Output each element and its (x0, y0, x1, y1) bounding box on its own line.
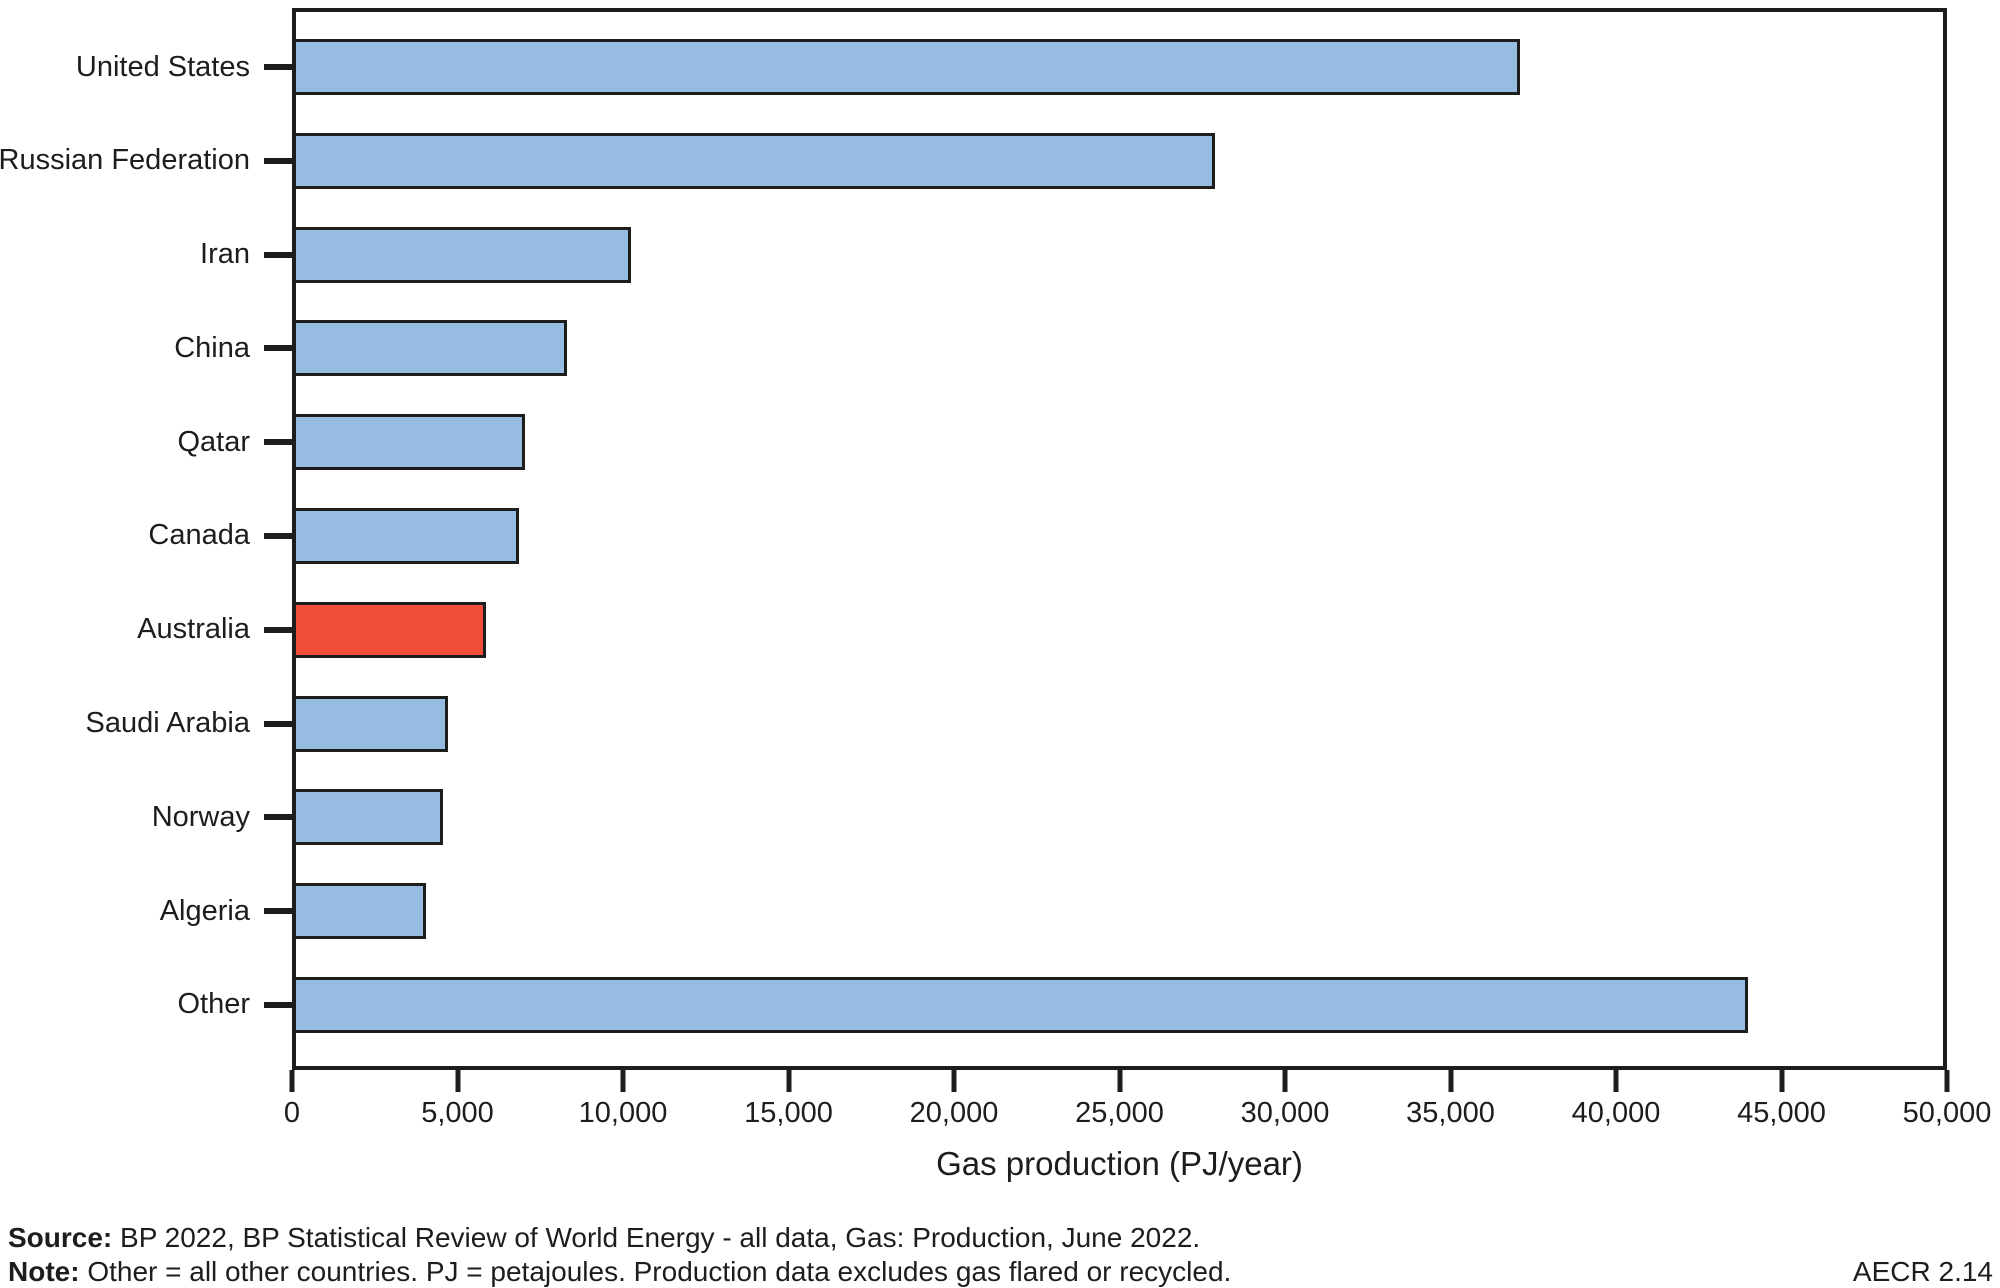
category-label-russian-federation: Russian Federation (0, 144, 250, 177)
x-tick-label-5-000: 5,000 (421, 1097, 494, 1129)
category-label-cell: Canada (0, 508, 292, 564)
category-label-cell: Qatar (0, 414, 292, 470)
category-label-united-states: United States (75, 50, 250, 83)
bar-united-states (292, 39, 1520, 95)
category-label-cell: Norway (0, 789, 292, 845)
y-tick-dash (264, 814, 292, 821)
x-tick-mark (786, 1070, 791, 1092)
x-tick-mark (455, 1070, 460, 1092)
category-label-australia: Australia (137, 613, 250, 646)
bar-row-china: China (0, 320, 1947, 377)
category-label-saudi-arabia: Saudi Arabia (85, 707, 250, 740)
x-tick-label-35-000: 35,000 (1406, 1097, 1495, 1129)
y-tick-dash (264, 345, 292, 352)
x-tick-mark (1448, 1070, 1453, 1092)
bar-rows-container: United States Russian Federation Iran China… (0, 8, 1947, 1070)
bar-row-norway: Norway (0, 789, 1947, 846)
bar-australia (292, 601, 486, 658)
bar-china (292, 320, 567, 377)
bar-iran (292, 226, 631, 283)
x-axis-title: Gas production (PJ/year) (936, 1145, 1303, 1182)
x-tick-label-15-000: 15,000 (744, 1097, 833, 1129)
y-tick-dash (264, 532, 292, 539)
x-tick-label-25-000: 25,000 (1075, 1097, 1164, 1129)
bar-russian-federation (292, 132, 1215, 189)
category-label-iran: Iran (200, 238, 250, 271)
y-tick-dash (264, 1001, 292, 1008)
x-tick-label-40-000: 40,000 (1571, 1097, 1661, 1129)
category-label-cell: China (0, 320, 292, 376)
source-line: Source: BP 2022, BP Statistical Review o… (8, 1222, 1200, 1254)
x-tick-mark (1117, 1070, 1122, 1092)
x-tick-mark (1779, 1070, 1784, 1092)
category-label-china: China (174, 331, 250, 364)
bar-row-russian-federation: Russian Federation (0, 132, 1947, 189)
category-label-cell: Other (0, 977, 292, 1033)
bar-qatar (292, 414, 525, 471)
x-tick-label-30-000: 30,000 (1240, 1097, 1330, 1129)
bar-algeria (292, 883, 426, 940)
bar-row-united-states: United States (0, 39, 1947, 95)
bar-row-saudi-arabia: Saudi Arabia (0, 695, 1947, 752)
note-label: Note: (8, 1256, 80, 1287)
note-line: Note: Other = all other countries. PJ = … (8, 1256, 1231, 1288)
bar-row-iran: Iran (0, 226, 1947, 283)
category-label-qatar: Qatar (177, 425, 250, 458)
x-tick-mark (1613, 1070, 1619, 1092)
bar-row-other: Other (0, 976, 1947, 1033)
y-tick-dash (264, 64, 292, 70)
x-tick-label-45-000: 45,000 (1737, 1097, 1826, 1129)
bar-row-australia: Australia (0, 601, 1947, 658)
figure-reference: AECR 2.14 (1852, 1256, 1993, 1287)
bar-saudi-arabia (292, 695, 448, 752)
x-tick-mark (1944, 1070, 1950, 1092)
category-label-cell: Australia (0, 602, 292, 658)
category-label-norway: Norway (151, 800, 250, 833)
category-label-cell: Russian Federation (0, 133, 292, 189)
x-tick-mark (289, 1070, 295, 1092)
bar-norway (292, 789, 443, 846)
x-tick-mark (1282, 1070, 1288, 1092)
bar-canada (292, 507, 519, 564)
y-tick-dash (264, 908, 292, 915)
x-tick-mark (951, 1070, 957, 1092)
category-label-algeria: Algeria (159, 894, 250, 927)
bar-row-canada: Canada (0, 507, 1947, 564)
category-label-cell: Saudi Arabia (0, 696, 292, 752)
y-tick-dash (264, 720, 292, 727)
y-tick-dash (264, 439, 292, 446)
category-label-other: Other (177, 988, 250, 1021)
x-tick-mark (620, 1070, 626, 1092)
bar-row-qatar: Qatar (0, 414, 1947, 471)
bar-row-algeria: Algeria (0, 883, 1947, 940)
x-tick-label-0: 0 (283, 1097, 301, 1129)
x-tick-label-20-000: 20,000 (909, 1097, 999, 1129)
x-axis-ticks (289, 1070, 1950, 1092)
x-tick-label-10-000: 10,000 (578, 1097, 668, 1129)
category-label-cell: Iran (0, 227, 292, 283)
source-label: Source: (8, 1222, 113, 1253)
y-tick-dash (264, 157, 292, 164)
category-label-cell: United States (0, 39, 292, 95)
x-tick-label-50-000: 50,000 (1902, 1097, 1992, 1129)
category-label-canada: Canada (148, 519, 250, 552)
y-tick-dash (264, 251, 292, 258)
source-text: BP 2022, BP Statistical Review of World … (112, 1222, 1201, 1253)
y-tick-dash (264, 626, 292, 633)
note-text: Other = all other countries. PJ = petajo… (79, 1256, 1232, 1287)
x-axis-tick-labels: 0 5,000 10,000 15,000 20,000 25,000 30,000 35,0… (284, 1097, 1991, 1134)
bar-other (292, 976, 1748, 1033)
category-label-cell: Algeria (0, 883, 292, 939)
